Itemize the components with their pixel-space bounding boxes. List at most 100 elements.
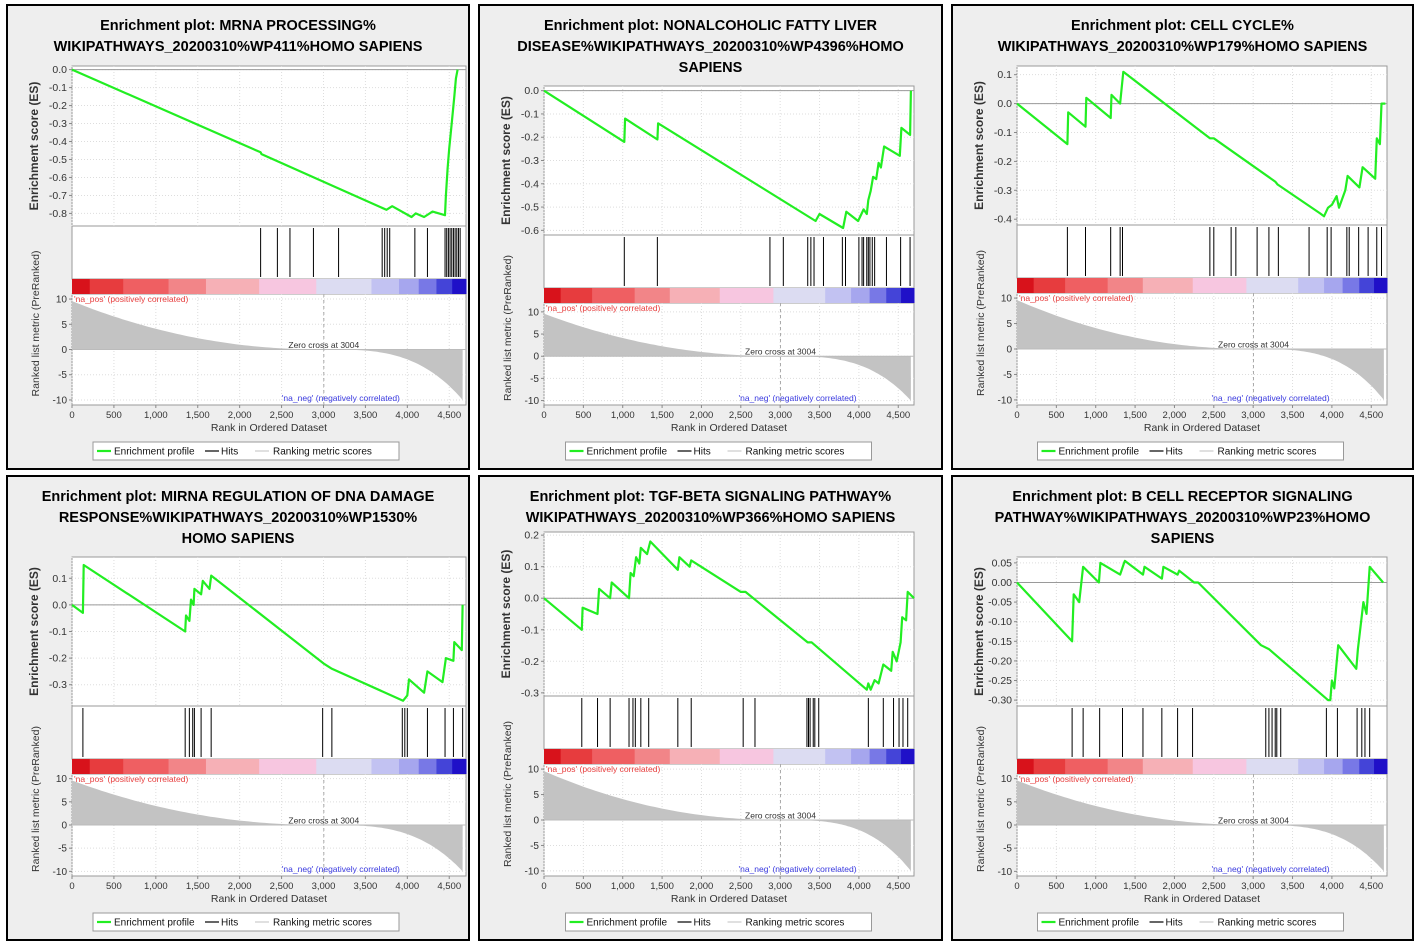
es-tick-label: -0.05: [988, 597, 1012, 609]
pos-correlated-label: 'na_pos' (positively correlated): [74, 774, 188, 784]
colorbar-segment: [886, 749, 902, 764]
colorbar-segment: [634, 749, 671, 764]
legend-hits-label: Hits: [1166, 918, 1183, 929]
es-tick-label: -0.1: [994, 127, 1012, 139]
es-tick-label: 0.1: [524, 561, 539, 573]
es-tick-label: -0.6: [49, 172, 67, 184]
metric-tick-label: 10: [56, 295, 68, 306]
x-tick-label: 4,500: [886, 410, 910, 421]
es-tick-label: -0.20: [988, 655, 1012, 667]
es-tick-label: -0.6: [521, 225, 539, 237]
pos-correlated-label: 'na_pos' (positively correlated): [1019, 774, 1133, 784]
legend-box: [1037, 912, 1344, 932]
colorbar-segment: [719, 288, 774, 303]
colorbar-segment: [1107, 278, 1144, 293]
hits-area: [71, 225, 467, 280]
colorbar-segment: [1017, 278, 1035, 293]
metric-tick-label: 10: [528, 765, 540, 776]
plot-title: Enrichment plot: TGF-BETA SIGNALING PATH…: [525, 489, 896, 526]
colorbar-segment: [89, 759, 124, 774]
metric-tick-label: -5: [530, 841, 539, 852]
es-tick-label: -0.3: [49, 679, 67, 691]
zero-cross-label: Zero cross at 3004: [1218, 340, 1289, 350]
legend-box: [565, 441, 872, 461]
es-axis-label: Enrichment score (ES): [499, 550, 513, 679]
x-tick-label: 2,500: [270, 881, 294, 892]
legend-hits-label: Hits: [221, 918, 238, 929]
colorbar-segment: [825, 288, 852, 303]
x-tick-label: 2,000: [690, 410, 714, 421]
colorbar-segment: [1342, 278, 1360, 293]
colorbar-segment: [1246, 759, 1299, 774]
hits-area: [1016, 705, 1388, 760]
enrichment-plot-panel: Enrichment plot: MRNA PROCESSING% WIKIPA…: [6, 4, 470, 470]
colorbar-segment: [452, 279, 467, 294]
colorbar-segment: [560, 749, 593, 764]
colorbar-segment: [851, 749, 871, 764]
ranking-metric-area: [544, 771, 911, 871]
colorbar-segment: [399, 759, 420, 774]
x-tick-label: 1,000: [1084, 881, 1108, 892]
pos-correlated-label: 'na_pos' (positively correlated): [546, 764, 660, 774]
enrichment-profile-line: [1016, 559, 1384, 702]
colorbar-segment: [669, 749, 721, 764]
x-tick-label: 500: [1048, 410, 1064, 421]
es-tick-label: -0.30: [988, 695, 1012, 707]
es-tick-label: -0.2: [994, 156, 1012, 168]
metric-tick-label: -5: [530, 374, 539, 385]
enrichment-profile-line: [1016, 70, 1386, 218]
legend-profile-label: Enrichment profile: [587, 918, 668, 929]
colorbar-segment: [886, 288, 902, 303]
metric-tick-label: 5: [61, 320, 67, 331]
metric-tick-label: 5: [61, 797, 67, 808]
colorbar-segment: [1192, 278, 1247, 293]
es-axis-label: Enrichment score (ES): [499, 96, 513, 225]
enrichment-plot-svg: 0.1 0.0 -0.1 -0.2 -0.3 -0.4 Enrichment score (…: [972, 65, 1388, 461]
x-tick-label: 2,000: [690, 881, 714, 892]
metric-tick-label: -10: [53, 867, 68, 878]
enrichment-plot-panel: Enrichment plot: CELL CYCLE% WIKIPATHWAY…: [951, 4, 1414, 470]
es-tick-label: -0.1: [521, 624, 539, 636]
colorbar-segment: [869, 288, 887, 303]
colorbar-segment: [1342, 759, 1360, 774]
x-tick-label: 1,000: [144, 410, 168, 421]
metric-tick-label: -10: [53, 395, 68, 406]
metric-tick-label: -5: [58, 844, 67, 855]
legend-profile-label: Enrichment profile: [1059, 447, 1140, 458]
enrichment-plot-panel: Enrichment plot: B CELL RECEPTOR SIGNALI…: [951, 475, 1414, 941]
es-tick-label: -0.25: [988, 675, 1012, 687]
colorbar-segment: [1107, 759, 1144, 774]
x-tick-label: 4,000: [847, 410, 871, 421]
legend-scores-label: Ranking metric scores: [1218, 918, 1317, 929]
legend-box: [92, 912, 400, 932]
metric-tick-label: 10: [1001, 774, 1013, 785]
colorbar-segment: [901, 288, 915, 303]
metric-tick-label: -10: [998, 395, 1013, 406]
colorbar-segment: [205, 759, 260, 774]
es-tick-label: -0.4: [49, 136, 67, 148]
colorbar-segment: [89, 279, 124, 294]
x-tick-label: 3,000: [768, 881, 792, 892]
colorbar-segment: [1017, 759, 1035, 774]
legend-box: [92, 441, 400, 461]
colorbar-segment: [316, 279, 372, 294]
es-tick-label: 0.00: [992, 577, 1013, 589]
es-tick-label: -0.5: [49, 154, 67, 166]
colorbar-segment: [72, 279, 91, 294]
x-tick-label: 1,000: [611, 881, 635, 892]
x-tick-label: 1,500: [650, 410, 674, 421]
es-tick-label: -0.2: [521, 132, 539, 144]
metric-axis-label: Ranked list metric (PreRanked): [975, 250, 987, 396]
x-tick-label: 4,000: [395, 410, 419, 421]
x-tick-label: 0: [541, 410, 546, 421]
neg-correlated-label: 'na_neg' (negatively correlated): [1211, 393, 1329, 403]
x-tick-label: 500: [575, 410, 591, 421]
legend-scores-label: Ranking metric scores: [746, 447, 845, 458]
metric-tick-label: -10: [525, 866, 540, 877]
x-tick-label: 0: [69, 881, 74, 892]
x-tick-label: 0: [1014, 410, 1019, 421]
colorbar-segment: [371, 759, 400, 774]
colorbar-segment: [1298, 759, 1325, 774]
x-tick-label: 4,500: [437, 881, 461, 892]
x-tick-label: 0: [541, 881, 546, 892]
